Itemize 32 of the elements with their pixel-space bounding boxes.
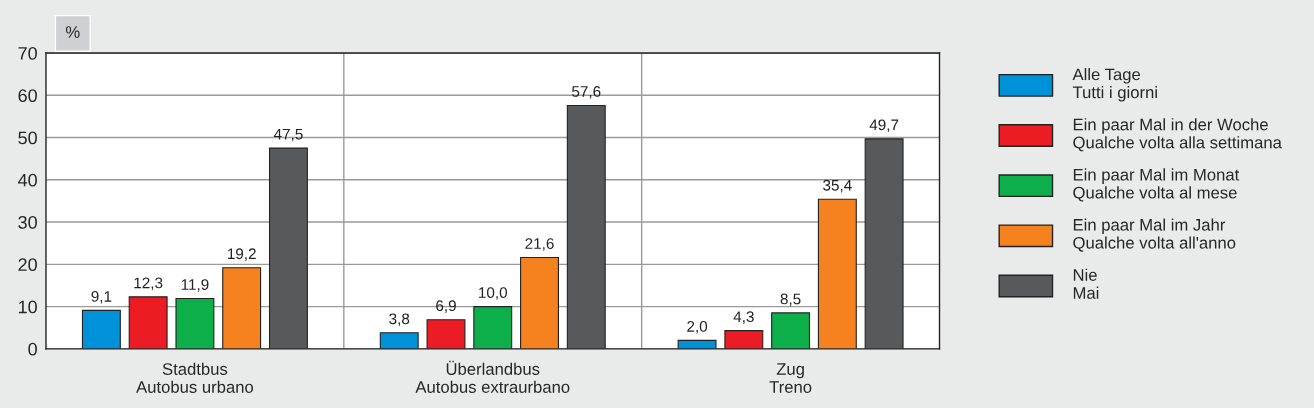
data-label: 10,0 [479, 287, 508, 300]
data-label: 6,9 [436, 300, 456, 313]
data-label: 12,3 [134, 277, 163, 291]
data-label: 3,8 [389, 313, 410, 327]
y-tick-label: 40 [17, 173, 37, 187]
y-axis-title: % [65, 26, 80, 38]
data-label: 2,0 [687, 320, 708, 334]
data-label: 9,1 [91, 290, 112, 304]
data-label: 19,2 [227, 248, 256, 261]
legend-label: Ein paar Mal im Jahr Qualche volta all'anno [1073, 218, 1236, 252]
x-tick-label: Zug Treno [769, 363, 812, 393]
legend-label: Ein paar Mal im Monat Qualche volta al mese [1073, 168, 1240, 202]
y-tick-label: 60 [18, 89, 37, 103]
data-label: 4,3 [733, 311, 754, 324]
data-label: 49,7 [869, 119, 899, 133]
data-label: 35,4 [823, 179, 852, 193]
y-tick-label: 20 [18, 258, 37, 272]
y-tick-label: 50 [18, 131, 37, 145]
data-label: 47,5 [273, 128, 303, 142]
legend-label: Alle Tage Tutti i giorni [1072, 68, 1157, 102]
data-label: 57,6 [572, 86, 601, 99]
legend-label: Ein paar Mal in der Woche Qualche volta alla settimana [1073, 118, 1282, 152]
data-label: 21,6 [525, 238, 554, 251]
x-tick-label: Stadtbus Autobus urbano [136, 362, 254, 393]
data-label: 11,9 [181, 279, 209, 292]
x-tick-label: Überlandbus Autobus extraurbano [415, 360, 570, 393]
y-tick-label: 10 [18, 300, 37, 314]
legend-label: Nie Mai [1073, 268, 1099, 299]
y-tick-label: 0 [28, 342, 37, 356]
y-tick-label: 30 [18, 216, 37, 229]
y-tick-label: 70 [18, 46, 37, 60]
data-label: 8,5 [780, 293, 801, 307]
